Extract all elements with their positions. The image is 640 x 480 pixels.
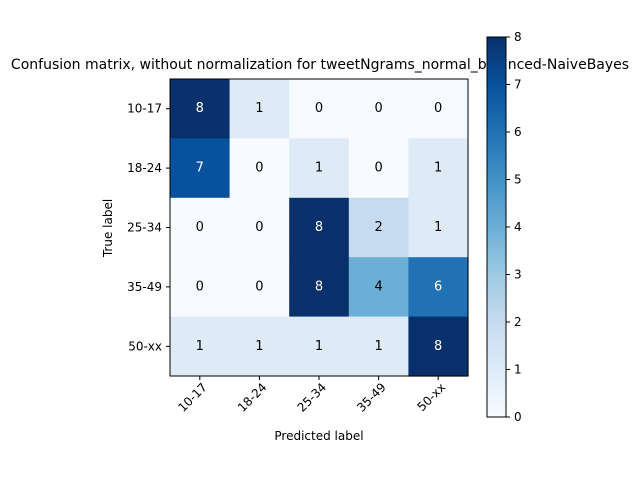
cell-value-label: 0 <box>255 220 263 235</box>
y-tick-label: 10-17 <box>127 102 162 116</box>
heatmap-cells <box>170 79 469 377</box>
colorbar-tick-label: 0 <box>514 410 522 424</box>
cell-value-label: 8 <box>196 101 204 116</box>
heatmap-cell <box>229 197 290 258</box>
cell-value-label: 1 <box>374 339 382 354</box>
heatmap-cell <box>170 257 231 318</box>
heatmap-cell <box>408 197 469 258</box>
cell-value-label: 8 <box>315 220 323 235</box>
cell-value-label: 0 <box>434 101 442 116</box>
heatmap-cell <box>229 79 290 139</box>
heatmap-cell <box>348 197 409 258</box>
colorbar-tick-label: 3 <box>514 268 522 282</box>
cell-value-label: 0 <box>255 279 263 294</box>
cell-value-label: 1 <box>255 339 263 354</box>
heatmap-cell <box>348 79 409 139</box>
heatmap-cell <box>408 257 469 318</box>
colorbar-tick-label: 2 <box>514 315 522 329</box>
cell-value-label: 1 <box>315 339 323 354</box>
cell-value-label: 0 <box>196 220 204 235</box>
cell-value-label: 2 <box>374 220 382 235</box>
heatmap-cell <box>289 316 350 377</box>
y-axis-ticks: 10-17 18-24 25-34 35-49 50-xx <box>127 102 170 353</box>
y-axis-label: True label <box>101 199 115 258</box>
heatmap-cell <box>289 197 350 258</box>
y-tick-label: 50-xx <box>128 339 162 353</box>
colorbar-tick-label: 4 <box>514 220 522 234</box>
cell-value-label: 0 <box>315 101 323 116</box>
cell-value-label: 1 <box>196 339 204 354</box>
y-tick-label: 25-34 <box>127 221 162 235</box>
chart-title: Confusion matrix, without normalization … <box>11 57 629 73</box>
heatmap-cell <box>229 316 290 377</box>
y-tick-label: 35-49 <box>127 280 162 294</box>
heatmap-cell <box>289 138 350 199</box>
heatmap-cell <box>348 316 409 377</box>
heatmap-cell <box>348 257 409 318</box>
heatmap-cell <box>408 138 469 199</box>
x-axis-ticks: 10-17 18-24 25-34 35-49 50-xx <box>175 376 448 415</box>
cell-value-label: 4 <box>374 279 382 294</box>
colorbar-tick-label: 7 <box>514 78 522 92</box>
colorbar-tick-label: 1 <box>514 363 522 377</box>
x-tick-label: 35-49 <box>354 380 389 415</box>
colorbar-tick-label: 8 <box>514 30 522 44</box>
heatmap-cell <box>348 138 409 199</box>
colorbar-ticks: 0 1 2 3 4 5 6 7 8 <box>506 30 522 424</box>
cell-value-label: 6 <box>434 279 442 294</box>
cell-value-label: 7 <box>196 161 204 176</box>
heatmap-cell-labels: 8 1 0 0 0 7 0 1 0 1 0 0 8 2 1 0 0 8 4 6 1 1 1 1 8 <box>196 101 443 354</box>
cell-value-label: 0 <box>374 101 382 116</box>
heatmap-cell <box>229 138 290 199</box>
heatmap-cell <box>170 138 231 199</box>
colorbar-tick-label: 6 <box>514 125 522 139</box>
heatmap-cell <box>408 316 469 377</box>
cell-value-label: 1 <box>434 161 442 176</box>
x-axis-label: Predicted label <box>274 429 363 443</box>
cell-value-label: 8 <box>315 279 323 294</box>
x-tick-label: 18-24 <box>235 380 270 415</box>
cell-value-label: 8 <box>434 339 442 354</box>
x-tick-label: 25-34 <box>295 380 330 415</box>
cell-value-label: 0 <box>196 279 204 294</box>
heatmap-cell <box>289 79 350 139</box>
heatmap-cell <box>408 79 469 139</box>
cell-value-label: 1 <box>315 161 323 176</box>
x-tick-label: 10-17 <box>175 380 210 415</box>
colorbar <box>486 36 507 418</box>
heatmap-cell <box>170 79 231 139</box>
colorbar-tick-label: 5 <box>514 173 522 187</box>
y-tick-label: 18-24 <box>127 161 162 175</box>
heatmap-cell <box>170 316 231 377</box>
cell-value-label: 1 <box>255 101 263 116</box>
heatmap-cell <box>170 197 231 258</box>
x-tick-label: 50-xx <box>415 380 449 414</box>
heatmap-cell <box>229 257 290 318</box>
cell-value-label: 1 <box>434 220 442 235</box>
cell-value-label: 0 <box>374 161 382 176</box>
heatmap-cell <box>289 257 350 318</box>
cell-value-label: 0 <box>255 161 263 176</box>
